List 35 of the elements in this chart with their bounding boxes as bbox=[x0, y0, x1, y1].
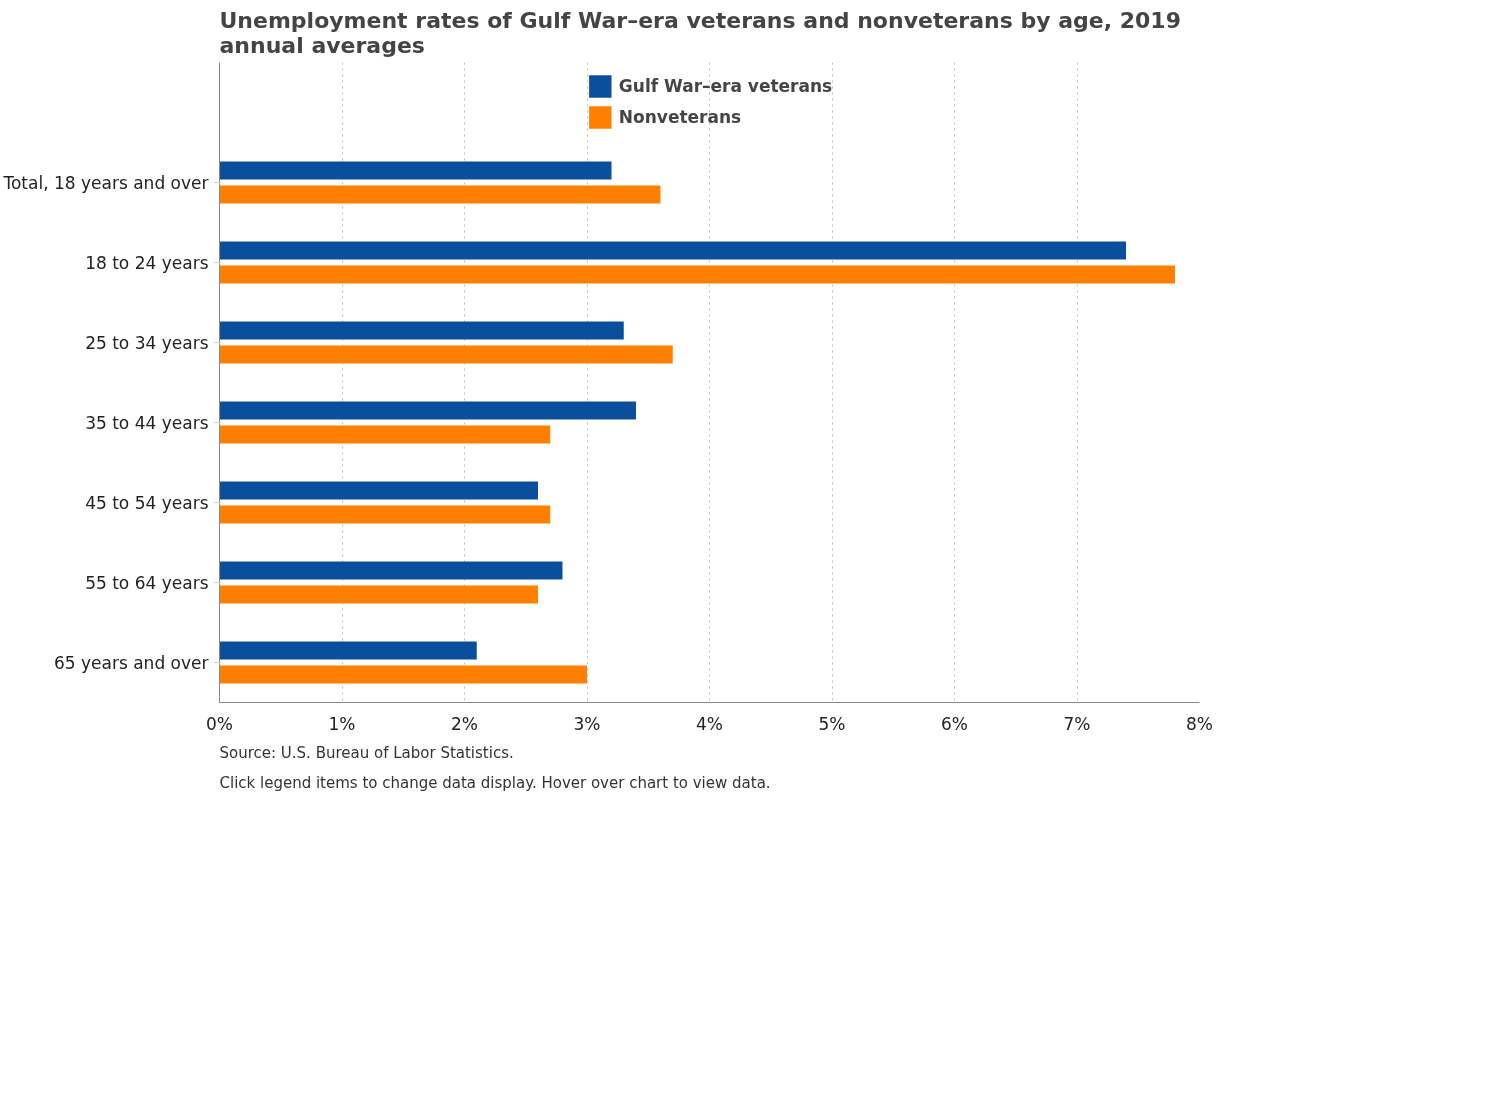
source-note: Source: U.S. Bureau of Labor Statistics. bbox=[219, 743, 514, 762]
y-tick-label: Total, 18 years and over bbox=[2, 172, 209, 193]
bar bbox=[219, 481, 538, 500]
y-tick-label: 45 to 54 years bbox=[85, 492, 209, 513]
x-tick-label: 0% bbox=[206, 713, 233, 734]
bar bbox=[219, 241, 1126, 260]
x-tick-label: 1% bbox=[328, 713, 356, 734]
x-tick-label: 2% bbox=[451, 713, 478, 734]
bar bbox=[219, 641, 477, 660]
text: Click legend items to change data display. Hover over chart to view data. bbox=[219, 773, 771, 792]
bar bbox=[219, 265, 1175, 284]
legend-label: Gulf War–era veterans bbox=[618, 76, 833, 96]
y-tick-label: 65 years and over bbox=[53, 652, 209, 673]
bar bbox=[219, 321, 624, 340]
y-tick-label: 35 to 44 years bbox=[85, 412, 209, 433]
bar bbox=[219, 425, 551, 444]
x-tick-label: 7% bbox=[1063, 713, 1091, 734]
chart-title: Unemployment rates of Gulf War–era veterans and nonveterans by age, 2019 annual averages bbox=[219, 7, 1181, 58]
bar bbox=[219, 585, 538, 604]
x-tick-label: 8% bbox=[1186, 713, 1213, 734]
bar bbox=[219, 665, 587, 684]
bar bbox=[219, 185, 661, 204]
bar bbox=[219, 345, 673, 364]
bar bbox=[219, 401, 636, 420]
y-tick-label: 18 to 24 years bbox=[85, 252, 209, 273]
bar bbox=[219, 505, 551, 524]
x-tick-label: 6% bbox=[941, 713, 968, 734]
x-tick-label: 5% bbox=[818, 713, 846, 734]
x-tick-label: 3% bbox=[573, 713, 601, 734]
x-tick-label: 4% bbox=[696, 713, 723, 734]
bar bbox=[219, 561, 563, 580]
y-tick-label: 25 to 34 years bbox=[85, 332, 209, 353]
bar bbox=[219, 161, 612, 180]
legend-label: Nonveterans bbox=[618, 107, 742, 127]
y-tick-label: 55 to 64 years bbox=[85, 572, 209, 593]
